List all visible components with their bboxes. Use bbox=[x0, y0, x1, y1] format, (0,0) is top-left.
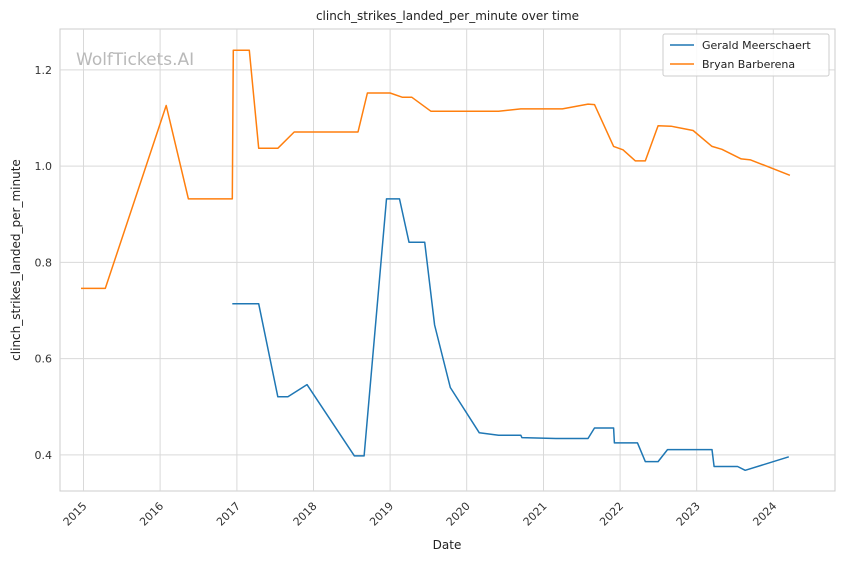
legend-label-bryan-barberena: Bryan Barberena bbox=[702, 58, 795, 71]
y-tick-label: 1.0 bbox=[35, 160, 53, 173]
x-tick-label: 2023 bbox=[674, 500, 703, 529]
x-tick-label: 2018 bbox=[291, 500, 320, 529]
grid-lines bbox=[60, 29, 835, 491]
chart-title: clinch_strikes_landed_per_minute over ti… bbox=[316, 9, 579, 23]
x-tick-label: 2022 bbox=[597, 500, 626, 529]
series-layer bbox=[81, 49, 791, 472]
x-tick-label: 2021 bbox=[521, 500, 550, 529]
y-tick-label: 0.4 bbox=[35, 449, 53, 462]
y-tick-label: 0.6 bbox=[35, 353, 53, 366]
plot-area bbox=[59, 28, 836, 492]
legend-box bbox=[662, 33, 830, 77]
series-line-gerald-meerschaert bbox=[232, 198, 790, 472]
y-tick-label: 0.8 bbox=[35, 256, 53, 269]
y-tick-labels: 0.4 0.6 0.8 1.0 1.2 bbox=[35, 64, 53, 462]
x-tick-labels: 2015 2016 2017 2018 2019 2020 2021 2022 2023 2024 bbox=[61, 500, 780, 529]
x-tick-label: 2016 bbox=[137, 500, 166, 529]
x-axis-label: Date bbox=[433, 538, 462, 552]
x-tick-label: 2019 bbox=[367, 500, 396, 529]
y-tick-label: 1.2 bbox=[35, 64, 53, 77]
x-tick-label: 2017 bbox=[214, 500, 243, 529]
legend-label-gerald-meerschaert: Gerald Meerschaert bbox=[702, 39, 811, 52]
watermark: WolfTickets.AI bbox=[76, 50, 194, 70]
legend: Gerald Meerschaert Bryan Barberena bbox=[662, 33, 830, 77]
x-tick-label: 2015 bbox=[61, 500, 90, 529]
x-tick-label: 2024 bbox=[750, 500, 779, 529]
series-line-bryan-barberena bbox=[81, 49, 791, 290]
x-tick-label: 2020 bbox=[444, 500, 473, 529]
y-axis-label: clinch_strikes_landed_per_minute bbox=[9, 159, 23, 361]
